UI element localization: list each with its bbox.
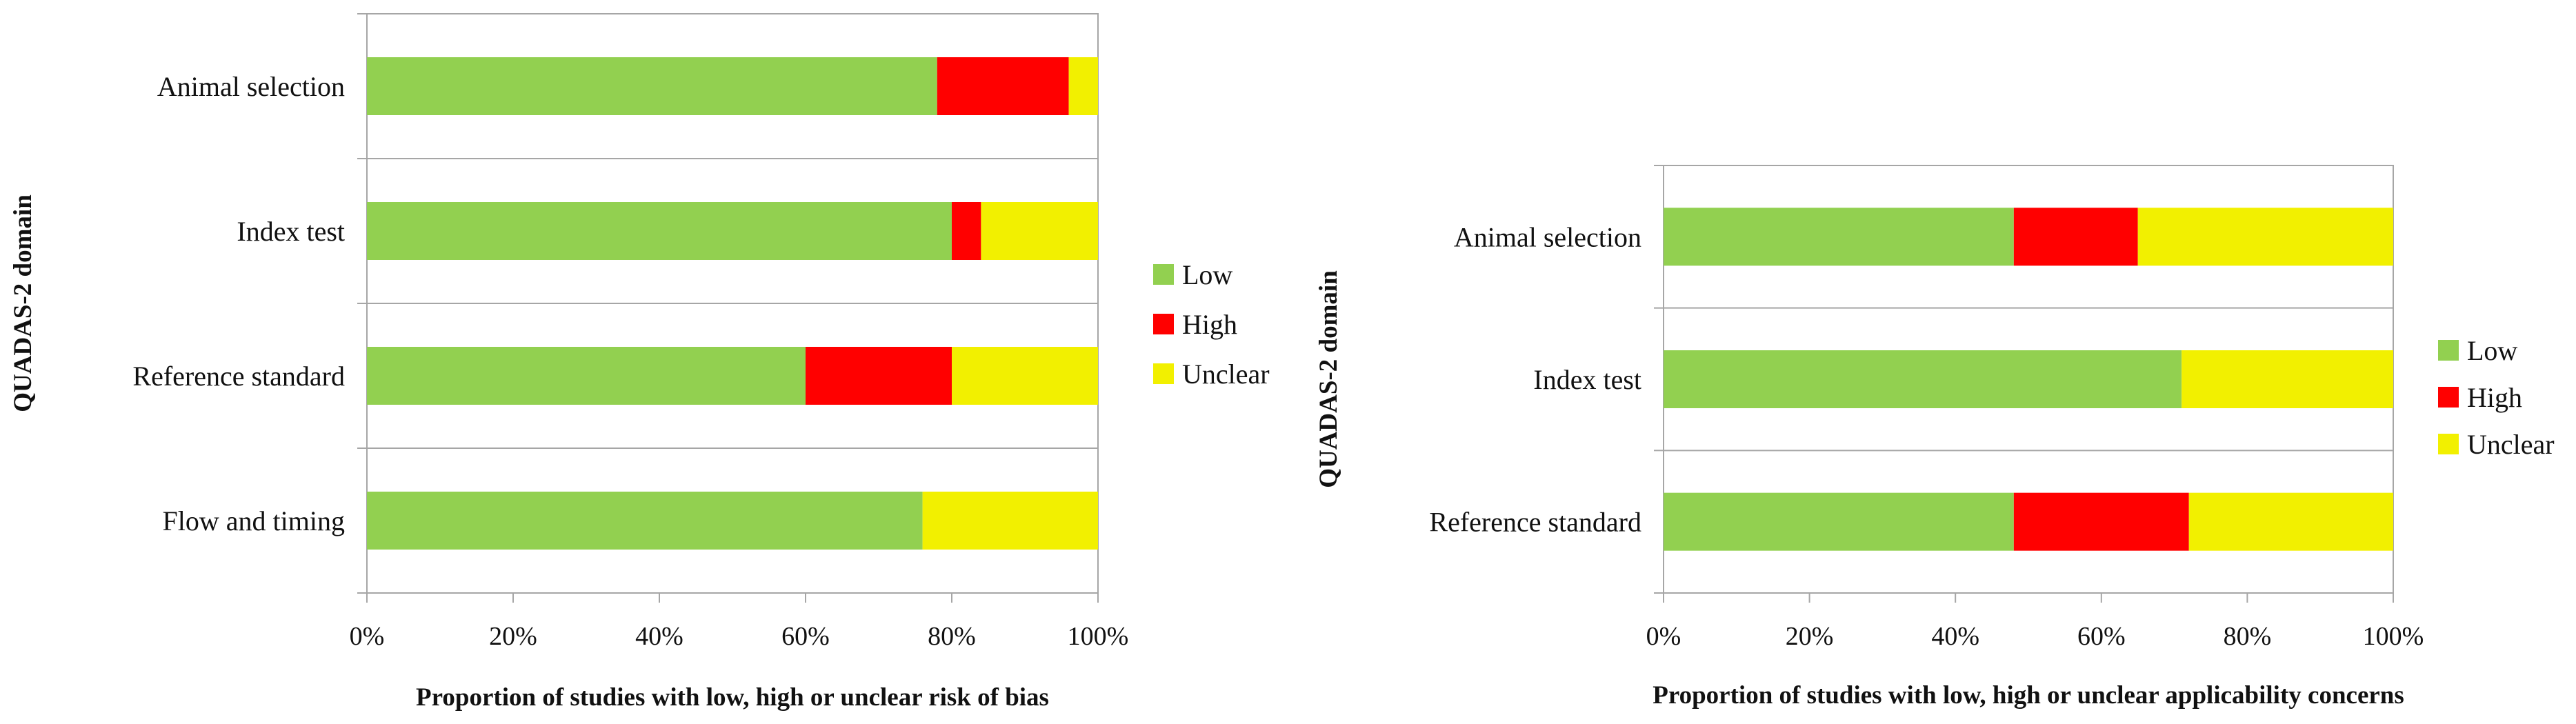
x-axis-title: Proportion of studies with low, high or …	[416, 683, 1049, 712]
x-tick-label: 40%	[635, 622, 683, 651]
bar-unclear	[981, 202, 1098, 260]
bar-low	[1664, 492, 2014, 551]
legend-swatch-high	[2438, 387, 2459, 408]
legend-label-low: Low	[1182, 259, 1232, 290]
category-label: Animal selection	[157, 71, 345, 102]
bar-unclear	[2181, 350, 2393, 408]
x-tick-label: 60%	[2077, 622, 2126, 651]
x-tick-label: 40%	[1931, 622, 1979, 651]
bar-high	[952, 202, 981, 260]
legend-swatch-unclear	[1153, 363, 1174, 384]
chart-2: 0% 20% 40% 60% 80% 100% Animal selection Index …	[1315, 165, 2555, 710]
category-label: Flow and timing	[163, 505, 345, 536]
bar-low	[367, 202, 952, 260]
category-label: Reference standard	[1429, 507, 1641, 538]
x-tick-label: 20%	[1786, 622, 1834, 651]
x-tick-label: 20%	[489, 622, 537, 651]
category-label: Reference standard	[132, 361, 345, 392]
bar-high	[2013, 492, 2189, 551]
x-tick-label: 80%	[928, 622, 976, 651]
y-axis-title: QUADAS-2 domain	[1315, 270, 1343, 488]
x-tick-label: 0%	[350, 622, 385, 651]
bar-low	[1664, 350, 2182, 408]
category-label: Index test	[237, 216, 345, 247]
bar-high	[806, 347, 952, 405]
legend-swatch-low	[2438, 340, 2459, 361]
bar-low	[367, 492, 923, 550]
bar-unclear	[952, 347, 1098, 405]
bar-low	[367, 347, 806, 405]
legend-label-unclear: Unclear	[1182, 359, 1270, 390]
bar-unclear	[1068, 57, 1098, 115]
category-label: Animal selection	[1454, 221, 1641, 252]
bar-low	[367, 57, 937, 115]
x-tick-label: 60%	[781, 622, 830, 651]
legend-label-low: Low	[2467, 335, 2517, 366]
legend-label-high: High	[1182, 309, 1237, 340]
y-axis-title: QUADAS-2 domain	[9, 194, 37, 412]
x-axis-title: Proportion of studies with low, high or …	[1653, 681, 2404, 710]
category-label: Index test	[1533, 364, 1641, 395]
bar-unclear	[922, 492, 1098, 550]
x-tick-label: 0%	[1646, 622, 1681, 651]
legend-swatch-high	[1153, 314, 1174, 334]
bar-low	[1664, 208, 2014, 266]
x-tick-label: 100%	[1068, 622, 1129, 651]
bar-high	[937, 57, 1069, 115]
legend-swatch-low	[1153, 264, 1174, 285]
legend-label-unclear: Unclear	[2467, 429, 2555, 460]
x-tick-label: 80%	[2224, 622, 2272, 651]
x-tick-label: 100%	[2363, 622, 2424, 651]
chart-1: 0% 20% 40% 60% 80% 100% Animal selection Index …	[9, 13, 1270, 712]
bar-high	[2013, 208, 2138, 266]
bar-unclear	[2188, 492, 2393, 551]
legend-swatch-unclear	[2438, 434, 2459, 454]
legend-label-high: High	[2467, 382, 2522, 413]
bar-unclear	[2137, 208, 2393, 266]
